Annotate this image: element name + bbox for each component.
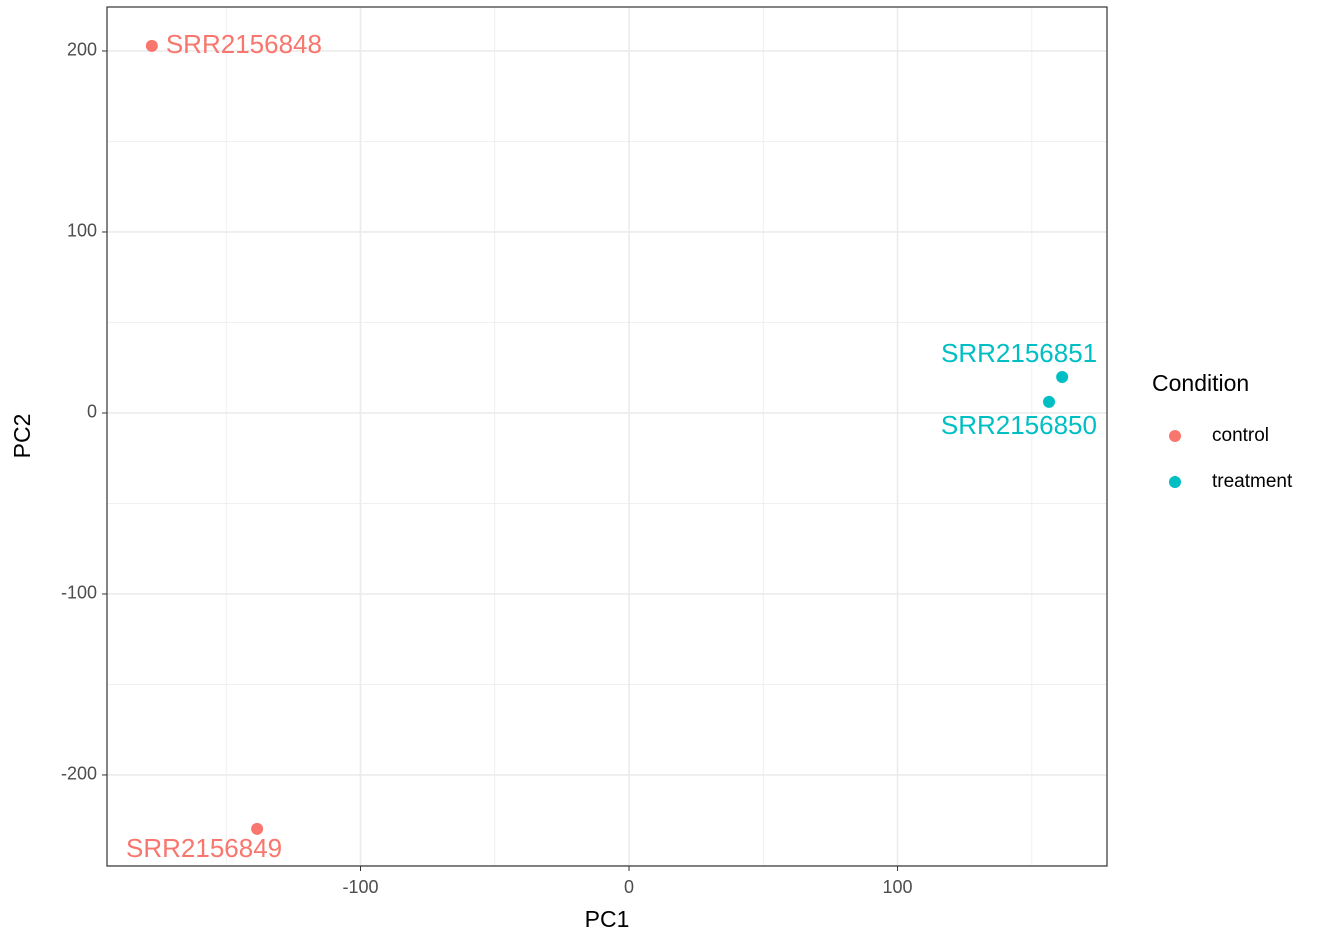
x-tick-label: 100 bbox=[883, 877, 913, 897]
y-tick-label: 100 bbox=[67, 221, 97, 241]
legend-label: control bbox=[1212, 425, 1269, 446]
point-label: SRR2156849 bbox=[126, 833, 282, 863]
legend-title: Condition bbox=[1152, 370, 1249, 396]
legend-label: treatment bbox=[1212, 471, 1293, 492]
y-tick-label: -200 bbox=[61, 764, 97, 784]
y-tick-label: 0 bbox=[87, 402, 97, 422]
point-label: SRR2156851 bbox=[941, 338, 1097, 368]
point bbox=[251, 822, 264, 835]
point-label: SRR2156848 bbox=[166, 29, 322, 59]
legend-marker bbox=[1169, 430, 1181, 442]
y-axis-title: PC2 bbox=[9, 414, 35, 459]
point bbox=[1056, 370, 1069, 383]
y-tick-label: -100 bbox=[61, 583, 97, 603]
point-label: SRR2156850 bbox=[941, 410, 1097, 440]
x-tick-label: 0 bbox=[624, 877, 634, 897]
point bbox=[145, 39, 158, 52]
legend-marker bbox=[1169, 476, 1181, 488]
x-tick-label: -100 bbox=[342, 877, 378, 897]
panel-border bbox=[106, 6, 1108, 867]
y-tick-label: 200 bbox=[67, 40, 97, 60]
x-axis-title: PC1 bbox=[585, 906, 630, 932]
point bbox=[1042, 395, 1055, 408]
